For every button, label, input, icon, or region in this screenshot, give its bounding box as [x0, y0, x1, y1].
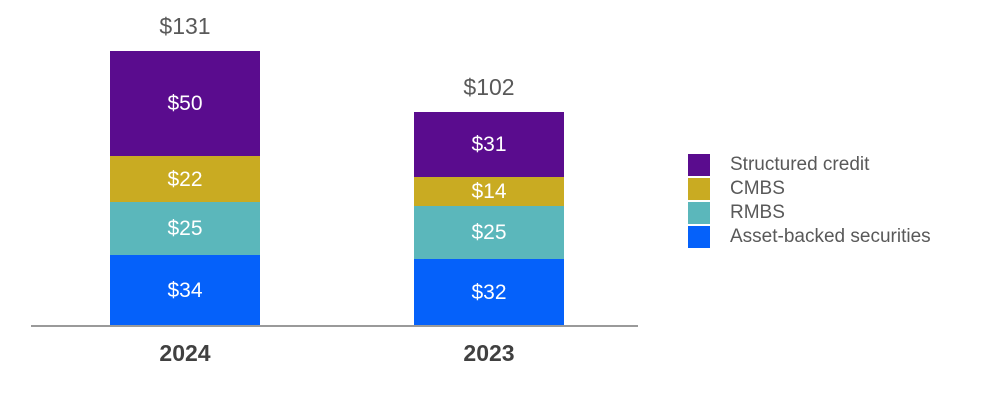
legend-label: Asset-backed securities	[730, 226, 931, 247]
legend-item-rmbs: RMBS	[688, 202, 931, 224]
total-label: $102	[463, 73, 515, 100]
legend-swatch-icon	[688, 226, 710, 248]
category-label: 2024	[159, 340, 211, 366]
category-label: 2023	[463, 340, 515, 366]
segment-value-label: $22	[167, 167, 203, 191]
bar-group-2023: $102 $31 $14 $25 $32 2023	[414, 73, 564, 366]
segment-value-label: $34	[167, 278, 203, 302]
legend-label: Structured credit	[730, 154, 870, 175]
total-label: $131	[159, 12, 211, 39]
legend-swatch-icon	[688, 154, 710, 176]
segment-value-label: $50	[167, 91, 203, 115]
segment-value-label: $25	[167, 216, 203, 240]
legend-label: RMBS	[730, 202, 785, 223]
bar-segment-cmbs: $14	[414, 176, 564, 207]
bar-segment-asset-backed-securities: $34	[110, 254, 260, 326]
bar-segment-rmbs: $25	[110, 202, 260, 255]
segment-value-label: $14	[471, 180, 507, 204]
legend-item-asset-backed-securities: Asset-backed securities	[688, 226, 931, 248]
x-axis-line	[31, 325, 638, 327]
segment-value-label: $31	[471, 132, 507, 156]
legend-swatch-icon	[688, 178, 710, 200]
legend-label: CMBS	[730, 178, 785, 199]
legend-swatch-icon	[688, 202, 710, 224]
bar-segment-rmbs: $25	[414, 206, 564, 259]
segment-value-label: $25	[471, 221, 507, 245]
bar-group-2024: $131 $50 $22 $25 $34 2024	[110, 12, 260, 366]
bar-segment-cmbs: $22	[110, 155, 260, 203]
legend-item-cmbs: CMBS	[688, 178, 931, 200]
bar-segment-asset-backed-securities: $32	[414, 258, 564, 326]
segment-value-label: $32	[471, 280, 507, 304]
bar-segment-structured-credit: $50	[110, 50, 260, 156]
legend-item-structured-credit: Structured credit	[688, 154, 931, 176]
bar-segment-structured-credit: $31	[414, 111, 564, 177]
legend: Structured credit CMBS RMBS Asset-backed se…	[688, 154, 931, 250]
